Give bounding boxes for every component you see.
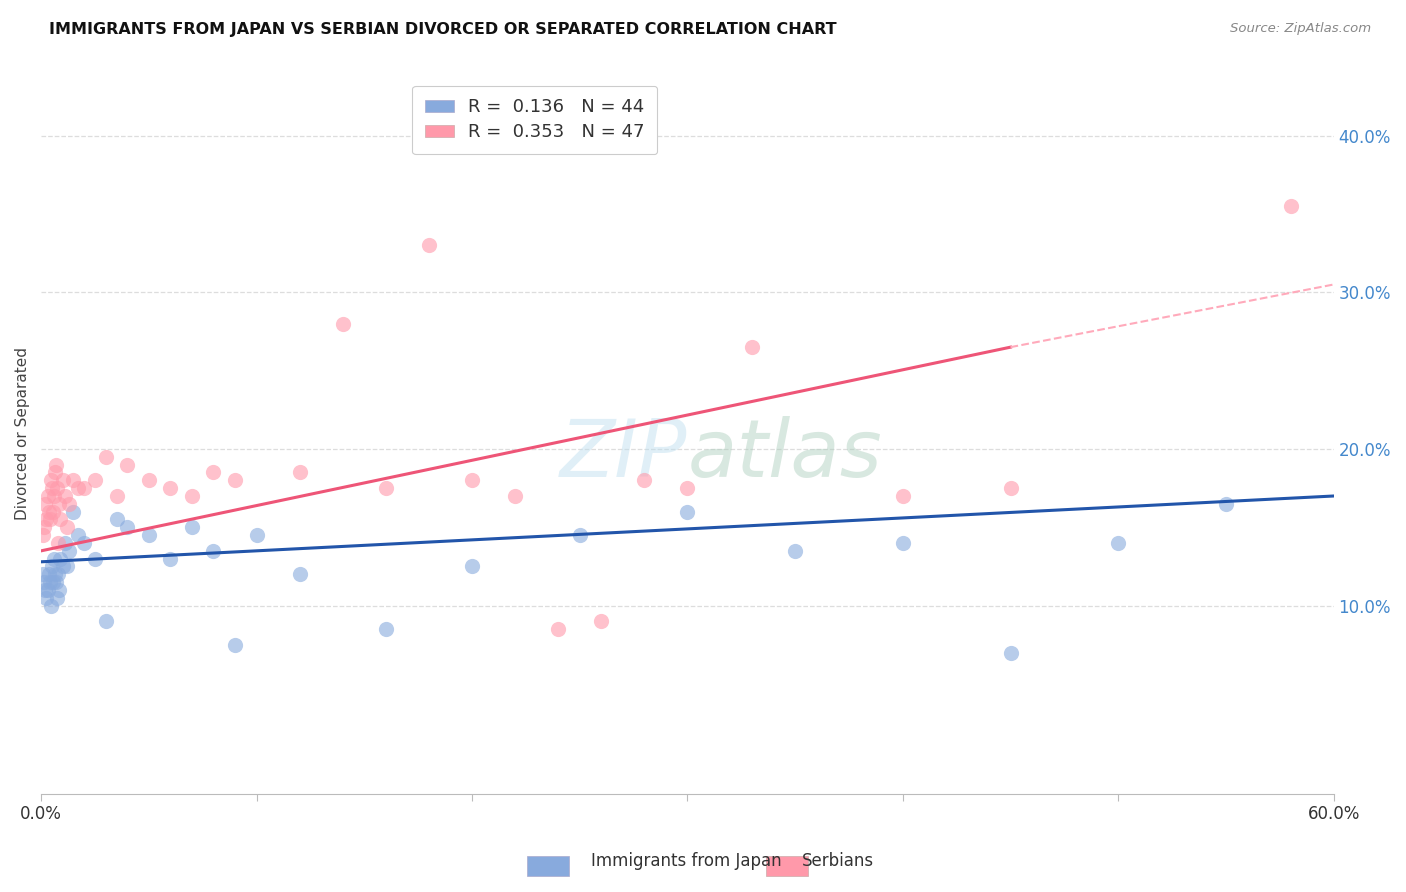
Point bbox=[37, 582, 59, 597]
Text: Serbians: Serbians bbox=[801, 852, 873, 870]
Point bbox=[34, 520, 56, 534]
Point bbox=[42, 505, 65, 519]
Point bbox=[1000, 646, 1022, 660]
Point bbox=[891, 536, 914, 550]
Point bbox=[1279, 199, 1302, 213]
Point bbox=[48, 497, 70, 511]
Point bbox=[138, 473, 160, 487]
Point bbox=[105, 489, 128, 503]
Point bbox=[138, 528, 160, 542]
Text: atlas: atlas bbox=[688, 416, 882, 494]
Point bbox=[180, 489, 202, 503]
Point bbox=[38, 512, 60, 526]
Point bbox=[46, 567, 69, 582]
Point bbox=[224, 473, 246, 487]
Point bbox=[53, 536, 76, 550]
Point bbox=[332, 317, 354, 331]
Point bbox=[48, 582, 70, 597]
Text: Source: ZipAtlas.com: Source: ZipAtlas.com bbox=[1230, 22, 1371, 36]
Point bbox=[46, 481, 69, 495]
Point bbox=[159, 551, 181, 566]
Point bbox=[741, 340, 763, 354]
Point bbox=[94, 615, 117, 629]
Point bbox=[84, 551, 107, 566]
Text: ZIP: ZIP bbox=[560, 416, 688, 494]
Point bbox=[73, 536, 96, 550]
Point bbox=[245, 528, 267, 542]
Point bbox=[547, 622, 569, 636]
Point bbox=[35, 591, 58, 605]
Point bbox=[42, 551, 65, 566]
Point bbox=[45, 575, 67, 590]
Y-axis label: Divorced or Separated: Divorced or Separated bbox=[15, 347, 30, 520]
Point bbox=[41, 481, 63, 495]
Point bbox=[591, 615, 613, 629]
Point bbox=[117, 520, 139, 534]
Point bbox=[34, 497, 56, 511]
Point bbox=[58, 544, 80, 558]
Point bbox=[46, 591, 69, 605]
Point bbox=[676, 505, 699, 519]
Point bbox=[633, 473, 655, 487]
Point bbox=[66, 528, 89, 542]
Point bbox=[783, 544, 806, 558]
Point bbox=[56, 520, 79, 534]
Point bbox=[32, 567, 55, 582]
Point bbox=[288, 466, 311, 480]
Point bbox=[288, 567, 311, 582]
Point bbox=[503, 489, 526, 503]
Text: Immigrants from Japan: Immigrants from Japan bbox=[591, 852, 782, 870]
Point bbox=[62, 473, 84, 487]
Point bbox=[374, 622, 396, 636]
Point bbox=[676, 481, 699, 495]
Point bbox=[42, 575, 65, 590]
Point bbox=[53, 489, 76, 503]
Point bbox=[105, 512, 128, 526]
Point bbox=[1107, 536, 1129, 550]
Point bbox=[202, 466, 225, 480]
Point bbox=[32, 528, 55, 542]
Point bbox=[374, 481, 396, 495]
Point bbox=[1000, 481, 1022, 495]
Point bbox=[44, 466, 66, 480]
Point bbox=[461, 559, 484, 574]
Point bbox=[56, 559, 79, 574]
Point bbox=[62, 505, 84, 519]
Point bbox=[38, 575, 60, 590]
Point bbox=[39, 473, 62, 487]
Point bbox=[461, 473, 484, 487]
Point bbox=[44, 567, 66, 582]
Point bbox=[224, 638, 246, 652]
Point bbox=[73, 481, 96, 495]
Point bbox=[568, 528, 591, 542]
Legend: R =  0.136   N = 44, R =  0.353   N = 47: R = 0.136 N = 44, R = 0.353 N = 47 bbox=[412, 86, 657, 154]
Point bbox=[41, 559, 63, 574]
Point bbox=[35, 512, 58, 526]
Point bbox=[38, 505, 60, 519]
Point bbox=[159, 481, 181, 495]
Point bbox=[38, 567, 60, 582]
Point bbox=[37, 489, 59, 503]
Text: IMMIGRANTS FROM JAPAN VS SERBIAN DIVORCED OR SEPARATED CORRELATION CHART: IMMIGRANTS FROM JAPAN VS SERBIAN DIVORCE… bbox=[49, 22, 837, 37]
Point bbox=[94, 450, 117, 464]
Point bbox=[891, 489, 914, 503]
Point bbox=[66, 481, 89, 495]
Point bbox=[46, 536, 69, 550]
Point bbox=[1215, 497, 1237, 511]
Point bbox=[52, 473, 75, 487]
Point bbox=[418, 238, 440, 252]
Point bbox=[42, 489, 65, 503]
Point bbox=[45, 458, 67, 472]
Point bbox=[49, 512, 72, 526]
Point bbox=[34, 582, 56, 597]
Point bbox=[117, 458, 139, 472]
Point bbox=[84, 473, 107, 487]
Point bbox=[49, 551, 72, 566]
Point bbox=[39, 599, 62, 613]
Point bbox=[52, 559, 75, 574]
Point bbox=[34, 575, 56, 590]
Point bbox=[180, 520, 202, 534]
Point bbox=[202, 544, 225, 558]
Point bbox=[58, 497, 80, 511]
